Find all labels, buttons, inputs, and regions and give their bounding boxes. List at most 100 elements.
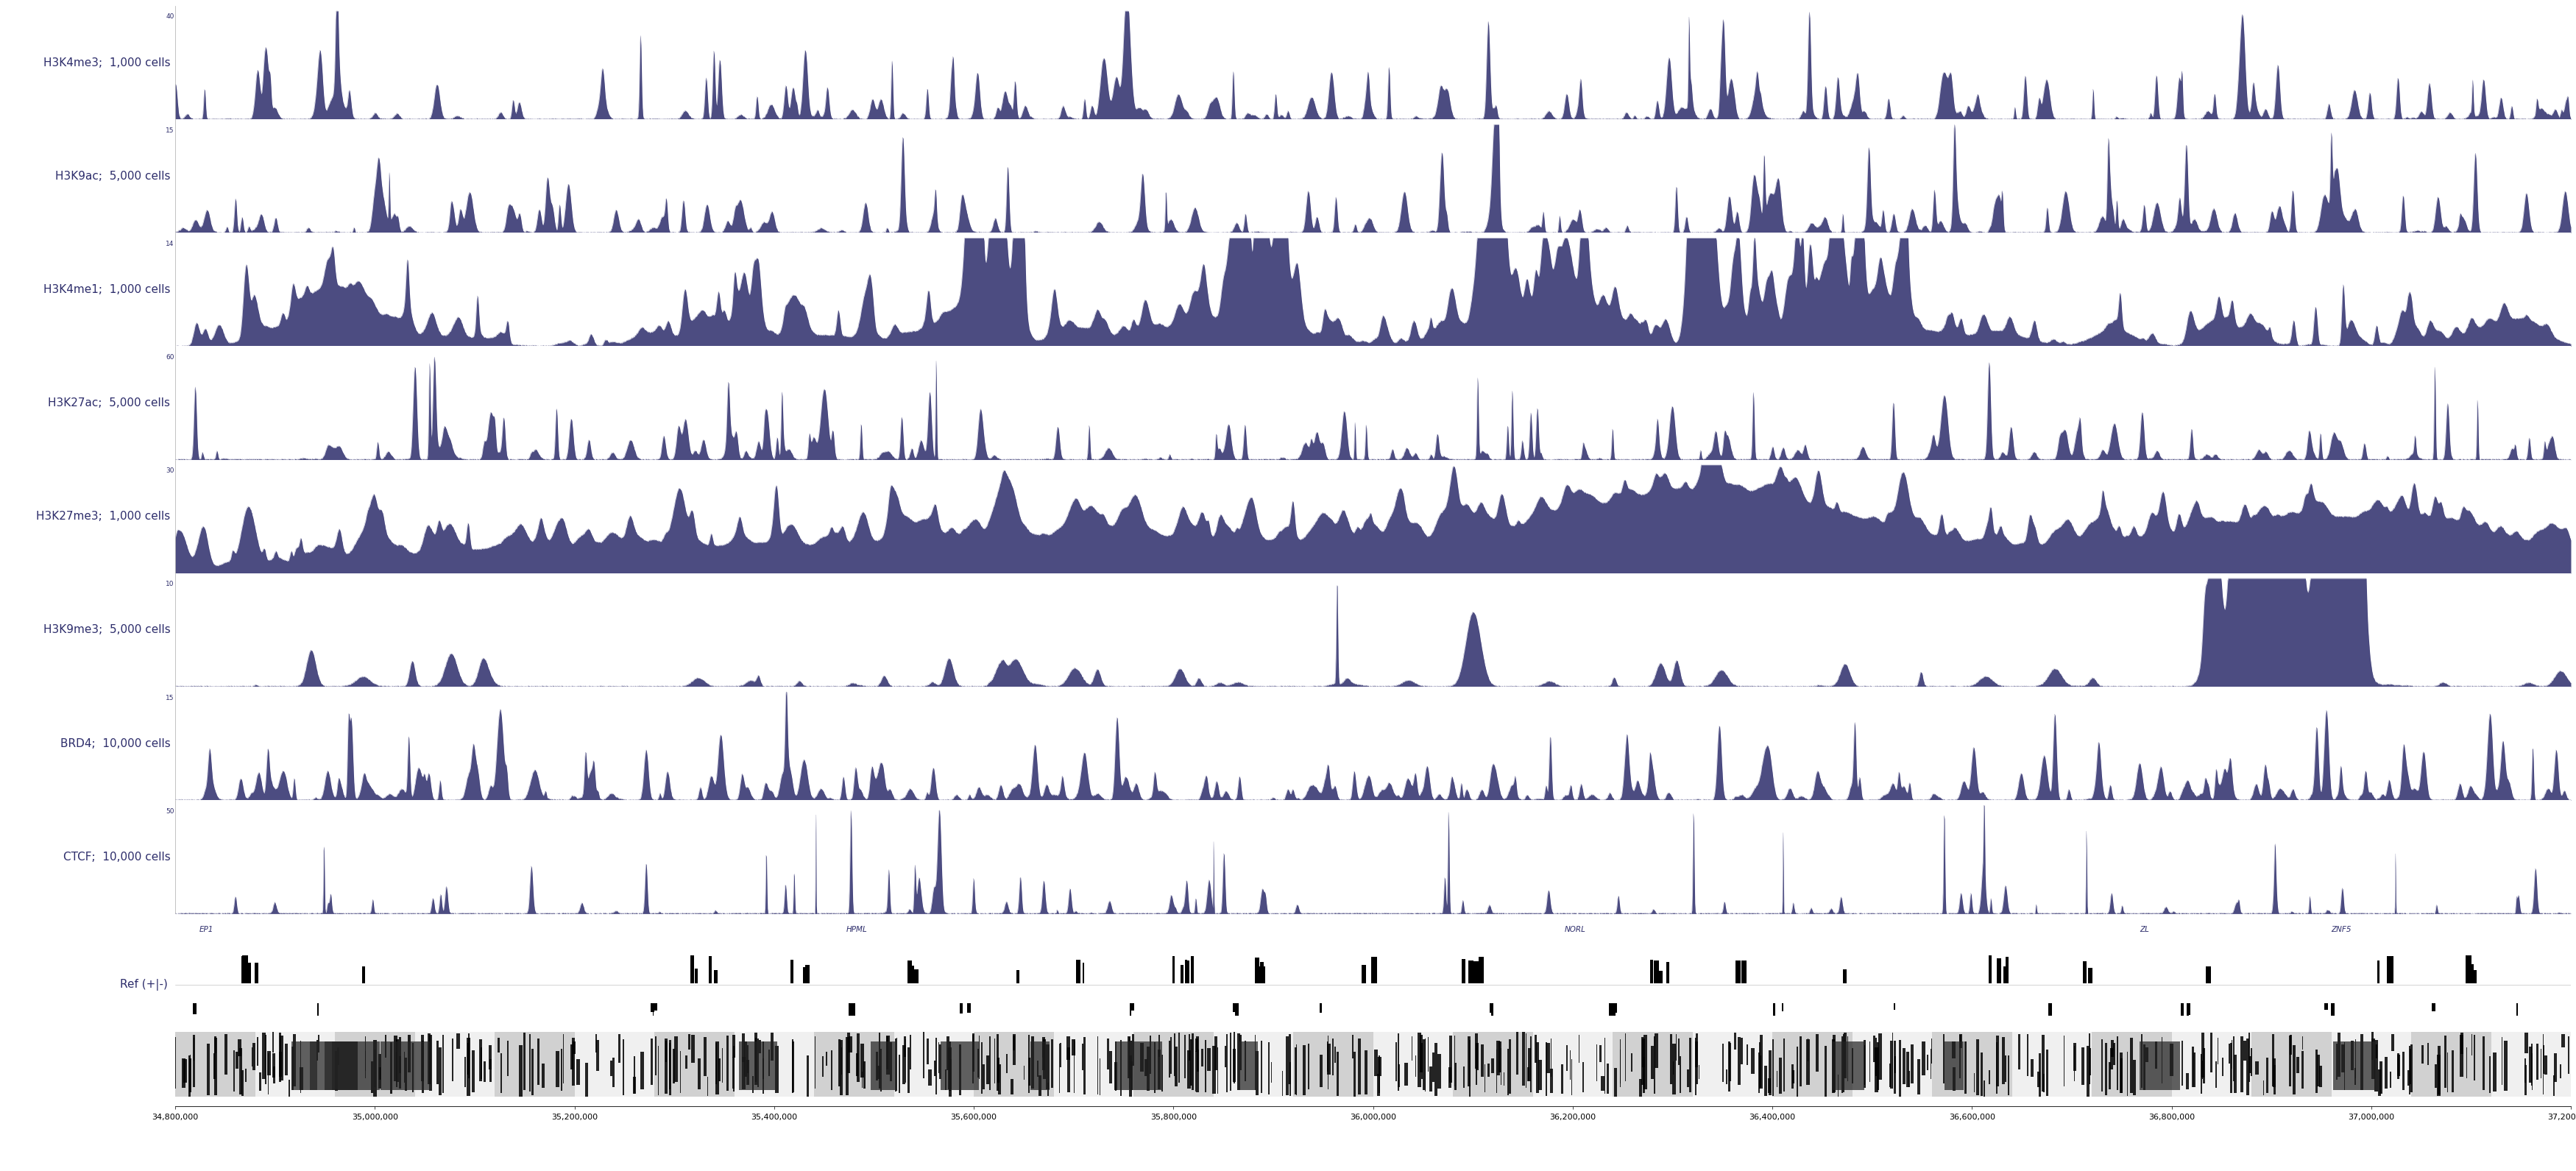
Bar <box>2473 971 2476 982</box>
Bar <box>1419 1035 1422 1073</box>
Bar <box>2465 956 2473 982</box>
Bar <box>742 1056 744 1089</box>
Bar <box>255 963 258 982</box>
Bar <box>374 1040 376 1097</box>
Bar <box>775 1046 778 1093</box>
Bar <box>495 1032 574 1097</box>
Bar <box>1373 970 1376 982</box>
Y-axis label: H3K4me3;  1,000 cells: H3K4me3; 1,000 cells <box>44 57 170 68</box>
Bar <box>2385 1057 2388 1088</box>
Bar <box>860 1043 863 1077</box>
Text: EP1: EP1 <box>198 926 214 933</box>
Bar <box>1945 1042 1963 1090</box>
Bar <box>2504 1041 2506 1090</box>
Bar <box>742 1033 744 1062</box>
Bar <box>245 965 247 982</box>
Bar <box>1054 1032 1133 1097</box>
Bar <box>1043 1040 1046 1080</box>
Bar <box>2130 1038 2133 1093</box>
Y-axis label: H3K27ac;  5,000 cells: H3K27ac; 5,000 cells <box>49 397 170 409</box>
Bar <box>520 1045 523 1097</box>
Bar <box>2251 1032 2331 1097</box>
Bar <box>2388 956 2391 982</box>
Bar <box>2081 961 2087 982</box>
Bar <box>1077 960 1079 982</box>
Bar <box>1208 1048 1211 1071</box>
Bar <box>214 1038 216 1095</box>
Bar <box>1319 1055 1321 1087</box>
Bar <box>1479 957 1484 982</box>
Bar <box>1188 1050 1190 1088</box>
Bar <box>1492 1004 1494 1019</box>
Bar <box>394 1035 397 1081</box>
Bar <box>180 1059 185 1088</box>
Bar <box>1806 1039 1811 1086</box>
Bar <box>2388 957 2393 982</box>
Bar <box>1695 1033 1698 1084</box>
Bar <box>240 1048 242 1095</box>
Bar <box>404 1057 407 1090</box>
Bar <box>299 1067 304 1090</box>
Bar <box>791 960 793 982</box>
Bar <box>381 1042 430 1090</box>
Bar <box>1012 1035 1015 1050</box>
Bar <box>1012 1034 1015 1064</box>
Bar <box>1030 1036 1033 1089</box>
Bar <box>242 956 245 982</box>
Bar <box>335 1052 337 1091</box>
Bar <box>2494 1053 2496 1091</box>
Bar <box>556 1050 559 1087</box>
Bar <box>1234 1004 1239 1019</box>
Bar <box>1378 1056 1381 1076</box>
Bar <box>1260 963 1265 982</box>
Bar <box>2316 1055 2321 1086</box>
Bar <box>1528 1048 1530 1081</box>
Bar <box>1473 961 1479 982</box>
Bar <box>183 1059 185 1083</box>
Bar <box>1695 1042 1698 1067</box>
Bar <box>1736 960 1741 982</box>
Bar <box>2205 966 2210 982</box>
Bar <box>848 1004 853 1022</box>
Bar <box>2398 1055 2401 1076</box>
Bar <box>2460 1033 2463 1054</box>
Bar <box>1832 1042 1865 1090</box>
Bar <box>1110 1052 1113 1083</box>
Bar <box>927 1069 933 1086</box>
Bar <box>1378 1074 1381 1096</box>
Bar <box>716 1041 719 1095</box>
Bar <box>1041 1038 1046 1070</box>
Bar <box>2030 1060 2032 1077</box>
Bar <box>1906 1052 1909 1087</box>
Bar <box>1468 1036 1471 1086</box>
Bar <box>237 1040 242 1056</box>
Bar <box>471 1050 474 1093</box>
Bar <box>1777 1057 1783 1094</box>
Bar <box>1522 1032 1525 1086</box>
Bar <box>242 1070 245 1096</box>
Bar <box>1741 960 1747 982</box>
Bar <box>909 966 914 982</box>
Text: ZNF5: ZNF5 <box>2331 926 2352 933</box>
Bar <box>1010 1078 1012 1094</box>
Bar <box>2372 1039 2375 1080</box>
Bar <box>2048 1004 2053 1019</box>
Bar <box>1293 1032 1373 1097</box>
Bar <box>1842 970 1847 982</box>
Bar <box>2141 1042 2179 1090</box>
Bar <box>1613 1032 1692 1097</box>
Bar <box>871 1042 896 1090</box>
Bar <box>1213 1036 1216 1070</box>
Bar <box>2437 1046 2442 1095</box>
Bar <box>1144 1060 1149 1076</box>
Bar <box>397 1039 399 1082</box>
Bar <box>2295 1057 2300 1073</box>
Bar <box>1816 1034 1819 1071</box>
Bar <box>804 965 809 982</box>
Bar <box>1437 1054 1440 1088</box>
Bar <box>858 1034 860 1082</box>
Bar <box>2460 1034 2463 1076</box>
Bar <box>1932 1032 2012 1097</box>
Bar <box>2182 1004 2184 1015</box>
Bar <box>940 1042 979 1090</box>
